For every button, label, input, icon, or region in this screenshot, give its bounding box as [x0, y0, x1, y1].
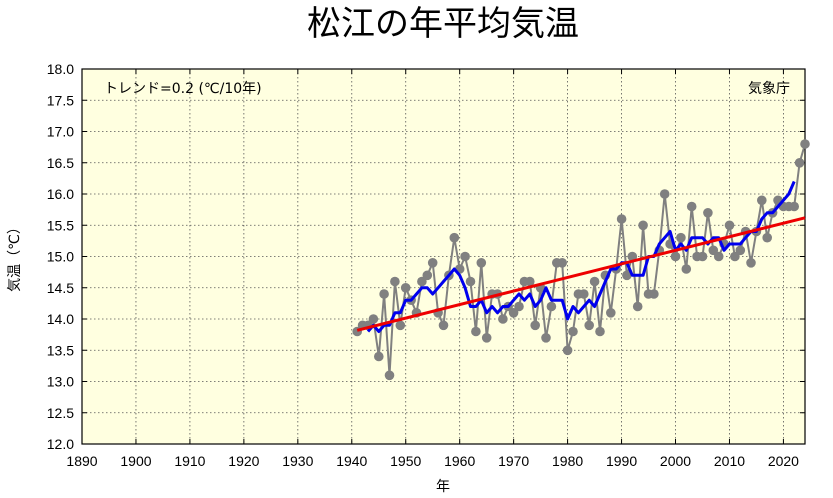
annual-temperature-point — [546, 301, 557, 312]
annual-temperature-point — [800, 139, 810, 149]
annual-temperature-point — [724, 220, 735, 231]
annual-temperature-point — [395, 320, 406, 331]
annual-temperature-point — [579, 289, 589, 299]
y-tick-label: 14.0 — [47, 311, 74, 327]
annual-temperature-point — [481, 333, 492, 343]
source-annotation: 気象庁 — [748, 81, 790, 97]
annual-temperature-point — [789, 201, 799, 212]
x-tick-label: 1900 — [120, 453, 151, 469]
annual-temperature-point — [713, 251, 724, 262]
y-tick-label: 15.5 — [47, 217, 74, 233]
y-tick-label: 12.5 — [47, 405, 74, 421]
y-tick-label: 16.0 — [47, 186, 74, 202]
annual-temperature-point — [703, 208, 713, 218]
x-tick-label: 1980 — [552, 453, 583, 469]
annual-temperature-point — [622, 270, 632, 281]
annual-temperature-point — [659, 189, 670, 199]
annual-temperature-point — [589, 276, 600, 287]
x-tick-label: 1940 — [336, 453, 367, 469]
trend-line — [356, 216, 806, 332]
x-tick-label: 1970 — [498, 453, 529, 469]
annual-temperature-point — [530, 320, 540, 331]
annual-temperature-point — [606, 308, 616, 318]
annual-temperature-point — [471, 326, 481, 337]
y-tick-label: 17.0 — [47, 124, 74, 140]
annual-temperature-point — [627, 251, 638, 262]
annual-temperature-point — [514, 301, 524, 312]
trend-annotation: トレンド=0.2 (℃/10年) — [104, 81, 262, 97]
annual-temperature-point — [735, 245, 746, 256]
annual-temperature-point — [438, 320, 449, 331]
annual-temperature-point — [676, 232, 686, 243]
annual-temperature-point — [794, 158, 805, 168]
y-tick-label: 13.5 — [47, 342, 74, 358]
annual-temperature-point — [417, 276, 427, 287]
annual-temperature-point — [427, 258, 438, 268]
annual-temperature-point — [498, 314, 508, 324]
annual-temperature-point — [422, 270, 433, 281]
annual-temperature-point — [400, 283, 411, 293]
x-tick-label: 1930 — [282, 453, 313, 469]
y-tick-label: 13.0 — [47, 374, 74, 390]
annual-temperature-point — [449, 232, 460, 243]
annual-temperature-point — [757, 195, 767, 206]
x-tick-label: 1920 — [228, 453, 259, 469]
annual-temperature-point — [541, 333, 551, 343]
annual-temperature-point — [681, 264, 692, 274]
y-tick-label: 17.5 — [47, 92, 74, 108]
annual-temperature-point — [460, 251, 470, 262]
annual-temperature-point — [649, 289, 659, 299]
y-tick-label: 16.5 — [47, 155, 74, 171]
annual-temperature-point — [595, 326, 605, 337]
annual-temperature-point — [476, 258, 487, 268]
y-tick-label: 12.0 — [47, 436, 74, 452]
annual-temperature-point — [379, 289, 389, 299]
annual-temperature-point — [368, 314, 379, 324]
annual-temperature-point — [390, 276, 400, 287]
x-tick-label: 1890 — [66, 453, 97, 469]
axis-ticks: 1890 1900 1910 1920 1930 1940 1950 1960 1970 1980… — [47, 61, 805, 469]
chart-title: 松江の年平均気温 — [307, 4, 579, 44]
annual-temperature-point — [762, 232, 772, 243]
x-axis-label: 年 — [436, 479, 450, 495]
annual-temperature-point — [746, 258, 756, 268]
annual-temperature-point — [616, 214, 627, 224]
y-tick-label: 18.0 — [47, 61, 74, 77]
annual-temperature-point — [730, 251, 740, 262]
x-tick-label: 2010 — [714, 453, 745, 469]
annual-temperature-point — [465, 276, 476, 287]
annual-temperature-point — [525, 276, 535, 287]
x-tick-label: 1960 — [444, 453, 475, 469]
x-tick-label: 1950 — [390, 453, 421, 469]
annual-temperature-point — [638, 220, 648, 231]
annual-temperature-point — [508, 308, 519, 318]
annual-temperature-point — [697, 251, 708, 262]
annual-temperature-point — [568, 326, 578, 337]
annual-temperature-point — [708, 245, 719, 256]
annual-temperature-point — [584, 320, 594, 331]
y-tick-label: 14.5 — [47, 280, 74, 296]
x-tick-label: 1990 — [606, 453, 637, 469]
x-tick-label: 2000 — [660, 453, 691, 469]
annual-temperature-point — [557, 258, 567, 268]
annual-temperature-point — [686, 201, 697, 212]
x-tick-label: 2020 — [768, 453, 799, 469]
y-tick-label: 15.0 — [47, 249, 74, 265]
x-tick-label: 1910 — [174, 453, 205, 469]
annual-temperature-point — [562, 345, 573, 356]
y-axis-label: 気温（℃） — [7, 220, 23, 292]
annual-temperature-point — [374, 351, 384, 362]
annual-temperature-point — [384, 370, 395, 381]
running-mean-line — [366, 180, 796, 333]
annual-temperature-point — [670, 251, 681, 262]
annual-temperature-point — [632, 301, 643, 312]
series-layer — [352, 139, 810, 381]
